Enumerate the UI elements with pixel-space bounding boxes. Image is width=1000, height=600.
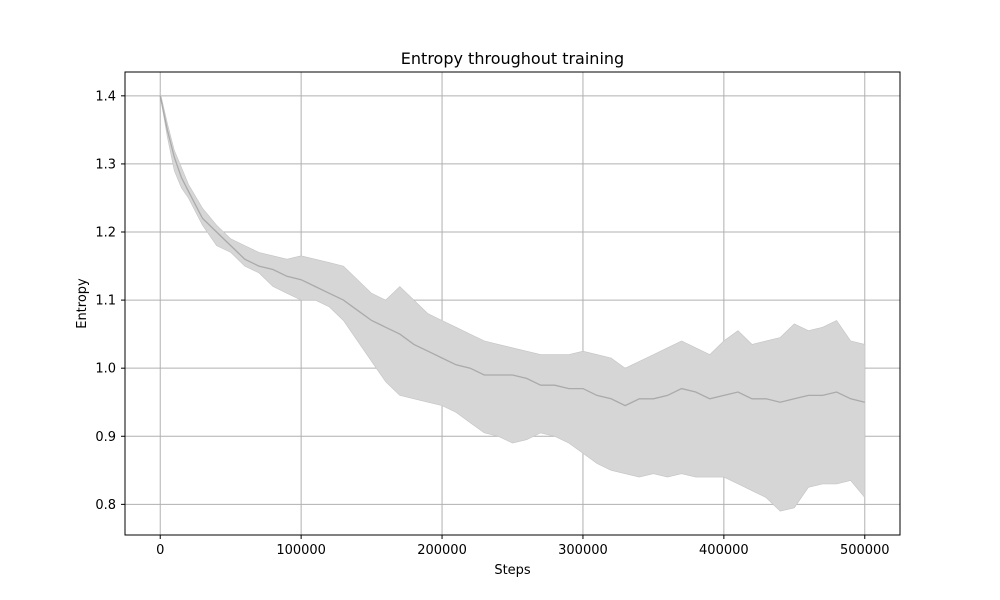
y-tick-label: 1.0	[95, 362, 116, 377]
x-tick-label: 300000	[558, 543, 608, 558]
x-tick-label: 0	[156, 543, 164, 558]
y-tick-label: 1.1	[95, 294, 116, 309]
grid-lines	[125, 72, 900, 535]
plot-frame	[124, 71, 901, 536]
std-band	[159, 92, 866, 512]
y-tick-label: 1.3	[95, 157, 116, 172]
y-tick-label: 1.2	[95, 226, 116, 241]
x-tick-label: 500000	[840, 543, 890, 558]
x-tick-label: 100000	[276, 543, 326, 558]
y-tick-label: 0.9	[95, 430, 116, 445]
line-layer	[159, 95, 865, 407]
chart-title: Entropy throughout training	[401, 49, 624, 68]
x-axis-label: Steps	[494, 563, 531, 578]
y-tick-label: 1.4	[95, 89, 116, 104]
y-axis-label: Entropy	[75, 278, 90, 329]
y-tick-label: 0.8	[95, 498, 116, 513]
tick-layer: 0 100000 200000 300000 400000 500000 0.8 0.9 1.0…	[95, 89, 889, 558]
entropy-mean-line	[159, 95, 865, 407]
band-layer	[159, 92, 866, 512]
x-tick-label: 200000	[417, 543, 467, 558]
x-tick-label: 400000	[699, 543, 749, 558]
